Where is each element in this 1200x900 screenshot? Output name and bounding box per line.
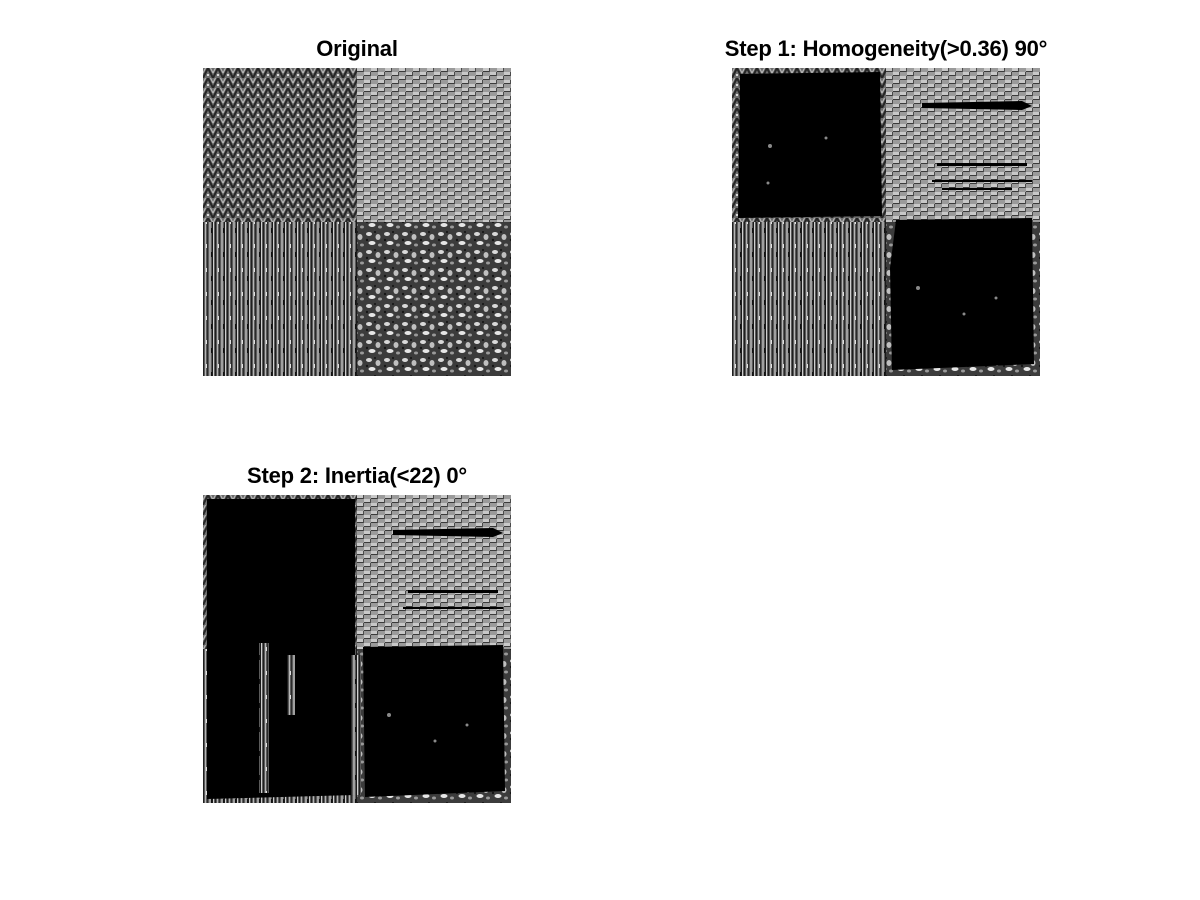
original-image — [203, 68, 511, 376]
step1-image — [732, 68, 1040, 376]
mask-region-bottom-right — [890, 218, 1034, 370]
panel-title-original: Original — [316, 36, 398, 61]
panel-title-step1: Step 1: Homogeneity(>0.36) 90° — [724, 36, 1048, 61]
texture-quadrant-top-right — [357, 68, 511, 222]
panel-title-step2: Step 2: Inertia(<22) 0° — [247, 463, 467, 488]
mask-region-top-left — [738, 72, 882, 218]
step2-panel: Step 2: Inertia(<22) 0° — [203, 463, 511, 803]
texture-quadrant-bottom-left — [203, 222, 357, 376]
original-panel: Original — [203, 36, 511, 376]
mask-region-left — [207, 499, 355, 799]
step1-panel: Step 1: Homogeneity(>0.36) 90° — [725, 36, 1047, 376]
step2-image — [203, 495, 511, 803]
mask-region-bottom-right — [363, 645, 505, 797]
texture-quadrant-bottom-right — [357, 222, 511, 376]
texture-quadrant-top-left — [203, 68, 357, 222]
